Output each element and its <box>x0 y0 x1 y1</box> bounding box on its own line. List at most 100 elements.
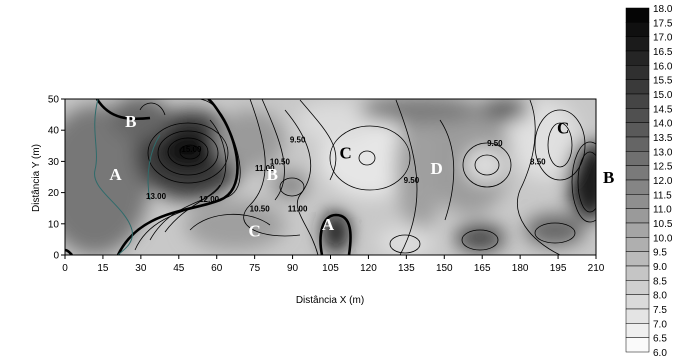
x-tick-label: 120 <box>360 263 377 274</box>
contour-label: 8.50 <box>530 158 546 167</box>
zone-label: C <box>340 143 352 162</box>
colorbar-label: 10.0 <box>653 233 673 244</box>
colorbar-label: 15.5 <box>653 76 673 87</box>
contour-label-text: 9.50 <box>487 139 503 148</box>
colorbar-label: 12.0 <box>653 176 673 187</box>
contour-label-text: 15.00 <box>181 145 202 154</box>
colorbar-label: 10.5 <box>653 219 673 230</box>
colorbar-swatch <box>625 251 650 267</box>
zone-label: B <box>603 168 614 187</box>
contour-label: 13.00 <box>146 192 167 201</box>
colorbar-swatch <box>625 151 650 166</box>
x-axis-label: Distância X (m) <box>296 295 364 306</box>
colorbar-label: 6.5 <box>653 334 667 345</box>
colorbar: 18.0 17.5 17.0 16.5 16.0 15.5 15.0 14.5 14.0 13.5… <box>625 4 673 358</box>
colorbar-swatch <box>625 108 650 123</box>
y-axis: 0 10 20 30 40 50 <box>48 95 65 262</box>
colorbar-label: 16.0 <box>653 61 673 72</box>
colorbar-swatch <box>625 93 650 109</box>
colorbar-swatch <box>625 79 650 95</box>
contour-label: 9.50 <box>487 139 503 148</box>
x-tick-label: 135 <box>398 263 415 274</box>
x-tick-label: 90 <box>287 263 299 274</box>
colorbar-label: 17.5 <box>653 18 673 29</box>
colorbar-swatch <box>625 165 650 181</box>
zone-label: A <box>109 165 122 184</box>
colorbar-label: 8.0 <box>653 291 667 302</box>
colorbar-swatch <box>625 179 650 195</box>
x-tick-label: 105 <box>322 263 339 274</box>
colorbar-label: 8.5 <box>653 276 667 287</box>
colorbar-swatch <box>625 222 650 238</box>
contour-lines <box>134 99 596 255</box>
y-tick-label: 30 <box>48 157 60 168</box>
colorbar-label: 16.5 <box>653 47 673 58</box>
contour-label-text: 10.50 <box>250 204 271 213</box>
x-tick-label: 180 <box>512 263 529 274</box>
thick-contours <box>65 99 352 255</box>
y-axis-label: Distância Y (m) <box>31 144 42 212</box>
contour-label-text: 11.00 <box>288 204 308 213</box>
colorbar-label: 12.5 <box>653 162 673 173</box>
colorbar-label: 7.5 <box>653 305 667 316</box>
colorbar-label: 15.0 <box>653 90 673 101</box>
x-tick-label: 45 <box>173 263 185 274</box>
colorbar-label: 13.0 <box>653 147 673 158</box>
x-tick-label: 15 <box>97 263 109 274</box>
colorbar-swatch <box>625 136 650 152</box>
colorbar-swatch <box>625 337 650 353</box>
colorbar-label: 13.5 <box>653 133 673 144</box>
contour-label: 15.00 <box>181 145 202 154</box>
colorbar-swatch <box>625 308 650 324</box>
x-tick-label: 75 <box>249 263 261 274</box>
contour-label: 9.50 <box>404 176 420 185</box>
colorbar-label: 7.0 <box>653 319 667 330</box>
contour-label-text: 8.50 <box>530 158 546 167</box>
contour-label-text: 9.50 <box>404 176 420 185</box>
colorbar-swatch <box>625 208 650 224</box>
colorbar-swatch <box>625 50 650 66</box>
zone-label: D <box>431 159 443 178</box>
y-tick-label: 50 <box>48 95 60 106</box>
x-tick-label: 210 <box>588 263 605 274</box>
y-tick-label: 20 <box>48 188 60 199</box>
contour-label: 11.00 <box>255 164 275 173</box>
zone-label: B <box>125 112 136 131</box>
x-tick-label: 165 <box>474 263 491 274</box>
contour-label-text: 12.00 <box>199 195 220 204</box>
colorbar-label: 9.5 <box>653 248 667 259</box>
zone-label: A <box>322 215 335 234</box>
contour-label-text: 11.00 <box>255 164 275 173</box>
colorbar-swatch <box>625 294 650 310</box>
colorbar-swatch <box>625 194 650 209</box>
colorbar-swatch <box>625 122 650 138</box>
contour-label: 12.00 <box>199 195 220 204</box>
zone-label: C <box>249 221 261 240</box>
x-tick-label: 60 <box>211 263 223 274</box>
x-tick-label: 30 <box>135 263 147 274</box>
x-axis: 0 15 30 45 60 75 90 105 120 135 150 165 180 195 210 <box>62 255 605 274</box>
colorbar-label: 9.0 <box>653 262 667 273</box>
colorbar-label: 14.0 <box>653 119 673 130</box>
colorbar-label: 11.0 <box>653 205 672 216</box>
zone-label: C <box>557 118 569 137</box>
contour-label-text: 13.00 <box>146 192 167 201</box>
plot-area <box>65 99 596 255</box>
colorbar-swatch <box>625 237 650 252</box>
contour-label-text: 10.50 <box>270 158 291 167</box>
colorbar-swatch <box>625 7 650 23</box>
colorbar-swatch <box>625 36 650 52</box>
colorbar-swatch <box>625 265 650 281</box>
x-tick-label: 195 <box>550 263 567 274</box>
colorbar-label: 17.0 <box>653 33 673 44</box>
colorbar-swatch <box>625 323 650 338</box>
contour-label: 10.50 <box>250 204 271 213</box>
colorbar-label: 14.5 <box>653 104 673 115</box>
contour-label: 9.50 <box>290 136 306 145</box>
y-tick-label: 40 <box>48 126 60 137</box>
x-tick-label: 0 <box>62 263 68 274</box>
colorbar-label: 18.0 <box>653 4 673 15</box>
y-tick-label: 10 <box>48 219 60 230</box>
colorbar-swatch <box>625 280 650 295</box>
